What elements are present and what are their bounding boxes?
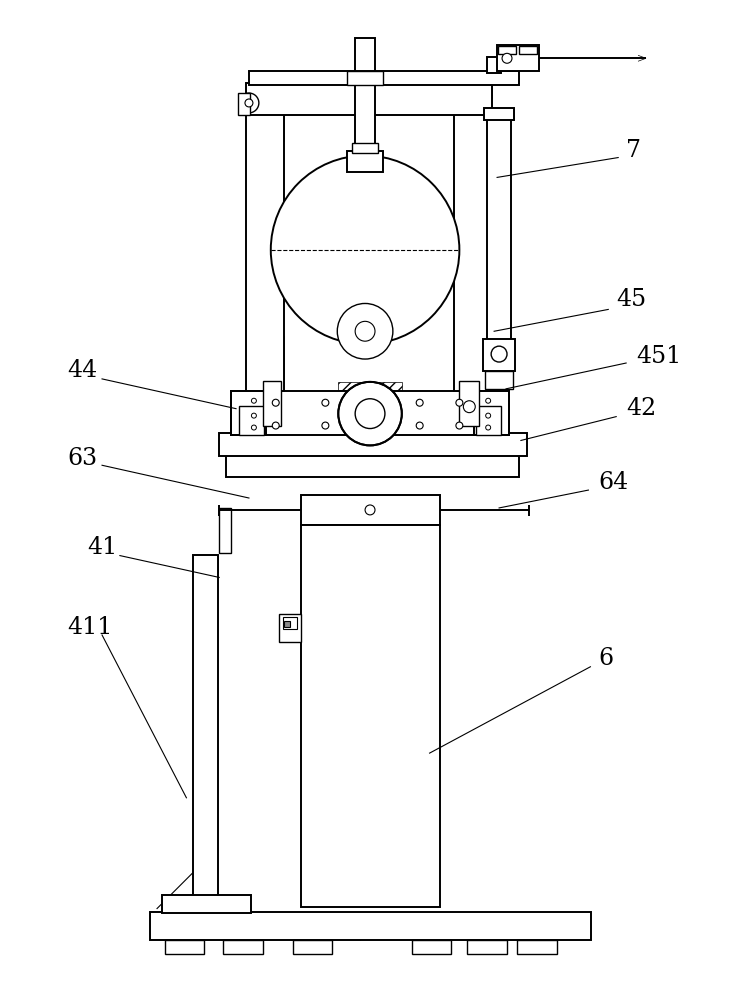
Bar (517, 940, 556, 954)
Circle shape (502, 53, 512, 63)
Circle shape (486, 425, 490, 430)
Bar (231, 391, 509, 435)
Text: 411: 411 (68, 616, 113, 639)
Bar (487, 57, 501, 73)
Bar (238, 93, 250, 115)
Bar (412, 940, 451, 954)
Bar (519, 46, 537, 54)
Bar (454, 113, 492, 391)
Bar (476, 406, 501, 435)
Bar (454, 113, 492, 141)
Bar (347, 71, 383, 85)
Circle shape (322, 422, 329, 429)
Bar (460, 381, 479, 426)
Circle shape (486, 398, 490, 403)
Text: 44: 44 (68, 359, 98, 382)
Text: 451: 451 (636, 345, 681, 368)
Bar (485, 371, 513, 389)
Bar (246, 83, 492, 98)
Bar (231, 391, 266, 435)
Bar (293, 940, 333, 954)
Bar (246, 364, 284, 391)
Bar (475, 391, 509, 435)
Circle shape (416, 399, 423, 406)
Circle shape (355, 321, 375, 341)
Circle shape (337, 303, 393, 359)
Circle shape (252, 413, 256, 418)
Text: 63: 63 (68, 447, 98, 470)
Bar (164, 940, 204, 954)
Bar (347, 71, 383, 85)
Bar (300, 495, 439, 525)
Bar (355, 38, 375, 153)
Bar (263, 381, 281, 399)
Bar (226, 455, 519, 477)
Circle shape (271, 156, 460, 344)
Bar (239, 406, 264, 435)
Bar (279, 614, 300, 642)
Bar (223, 940, 263, 954)
Bar (246, 113, 284, 141)
Circle shape (456, 422, 463, 429)
Bar (460, 381, 479, 399)
Circle shape (365, 505, 375, 515)
Bar (282, 617, 297, 629)
Text: 41: 41 (87, 536, 117, 559)
Circle shape (491, 346, 507, 362)
Circle shape (463, 401, 475, 413)
Bar (149, 912, 591, 940)
Circle shape (322, 399, 329, 406)
Bar (246, 336, 284, 364)
Bar (484, 108, 514, 120)
Bar (219, 508, 231, 553)
Bar (497, 45, 538, 71)
Bar (454, 336, 492, 364)
Text: 7: 7 (626, 139, 641, 162)
Circle shape (245, 99, 253, 107)
Circle shape (239, 93, 259, 113)
Bar (246, 83, 492, 115)
Bar (300, 525, 439, 907)
Bar (485, 371, 513, 389)
Bar (263, 381, 281, 426)
Bar (454, 364, 492, 391)
Bar (284, 621, 290, 627)
Bar (193, 555, 219, 572)
Bar (338, 382, 402, 445)
Bar (467, 940, 507, 954)
Circle shape (338, 382, 402, 445)
Bar (347, 151, 383, 172)
Bar (219, 433, 527, 456)
Bar (476, 406, 501, 435)
Circle shape (355, 399, 385, 429)
Bar (231, 391, 266, 435)
Bar (483, 339, 515, 371)
Bar (498, 46, 516, 54)
Bar (475, 391, 509, 435)
Bar (239, 406, 264, 435)
Bar (249, 71, 519, 85)
Bar (219, 508, 231, 553)
Circle shape (252, 398, 256, 403)
Bar (193, 555, 219, 912)
Text: 64: 64 (599, 471, 629, 494)
Bar (487, 113, 511, 341)
Text: 42: 42 (626, 397, 656, 420)
Bar (246, 113, 284, 391)
Bar (484, 108, 514, 120)
Circle shape (273, 422, 279, 429)
Text: 45: 45 (617, 288, 647, 311)
Circle shape (486, 413, 490, 418)
Bar (161, 895, 251, 913)
Circle shape (416, 422, 423, 429)
Bar (347, 151, 383, 172)
Circle shape (456, 399, 463, 406)
Circle shape (273, 399, 279, 406)
Bar (352, 143, 378, 153)
Circle shape (252, 425, 256, 430)
Text: 6: 6 (599, 647, 614, 670)
